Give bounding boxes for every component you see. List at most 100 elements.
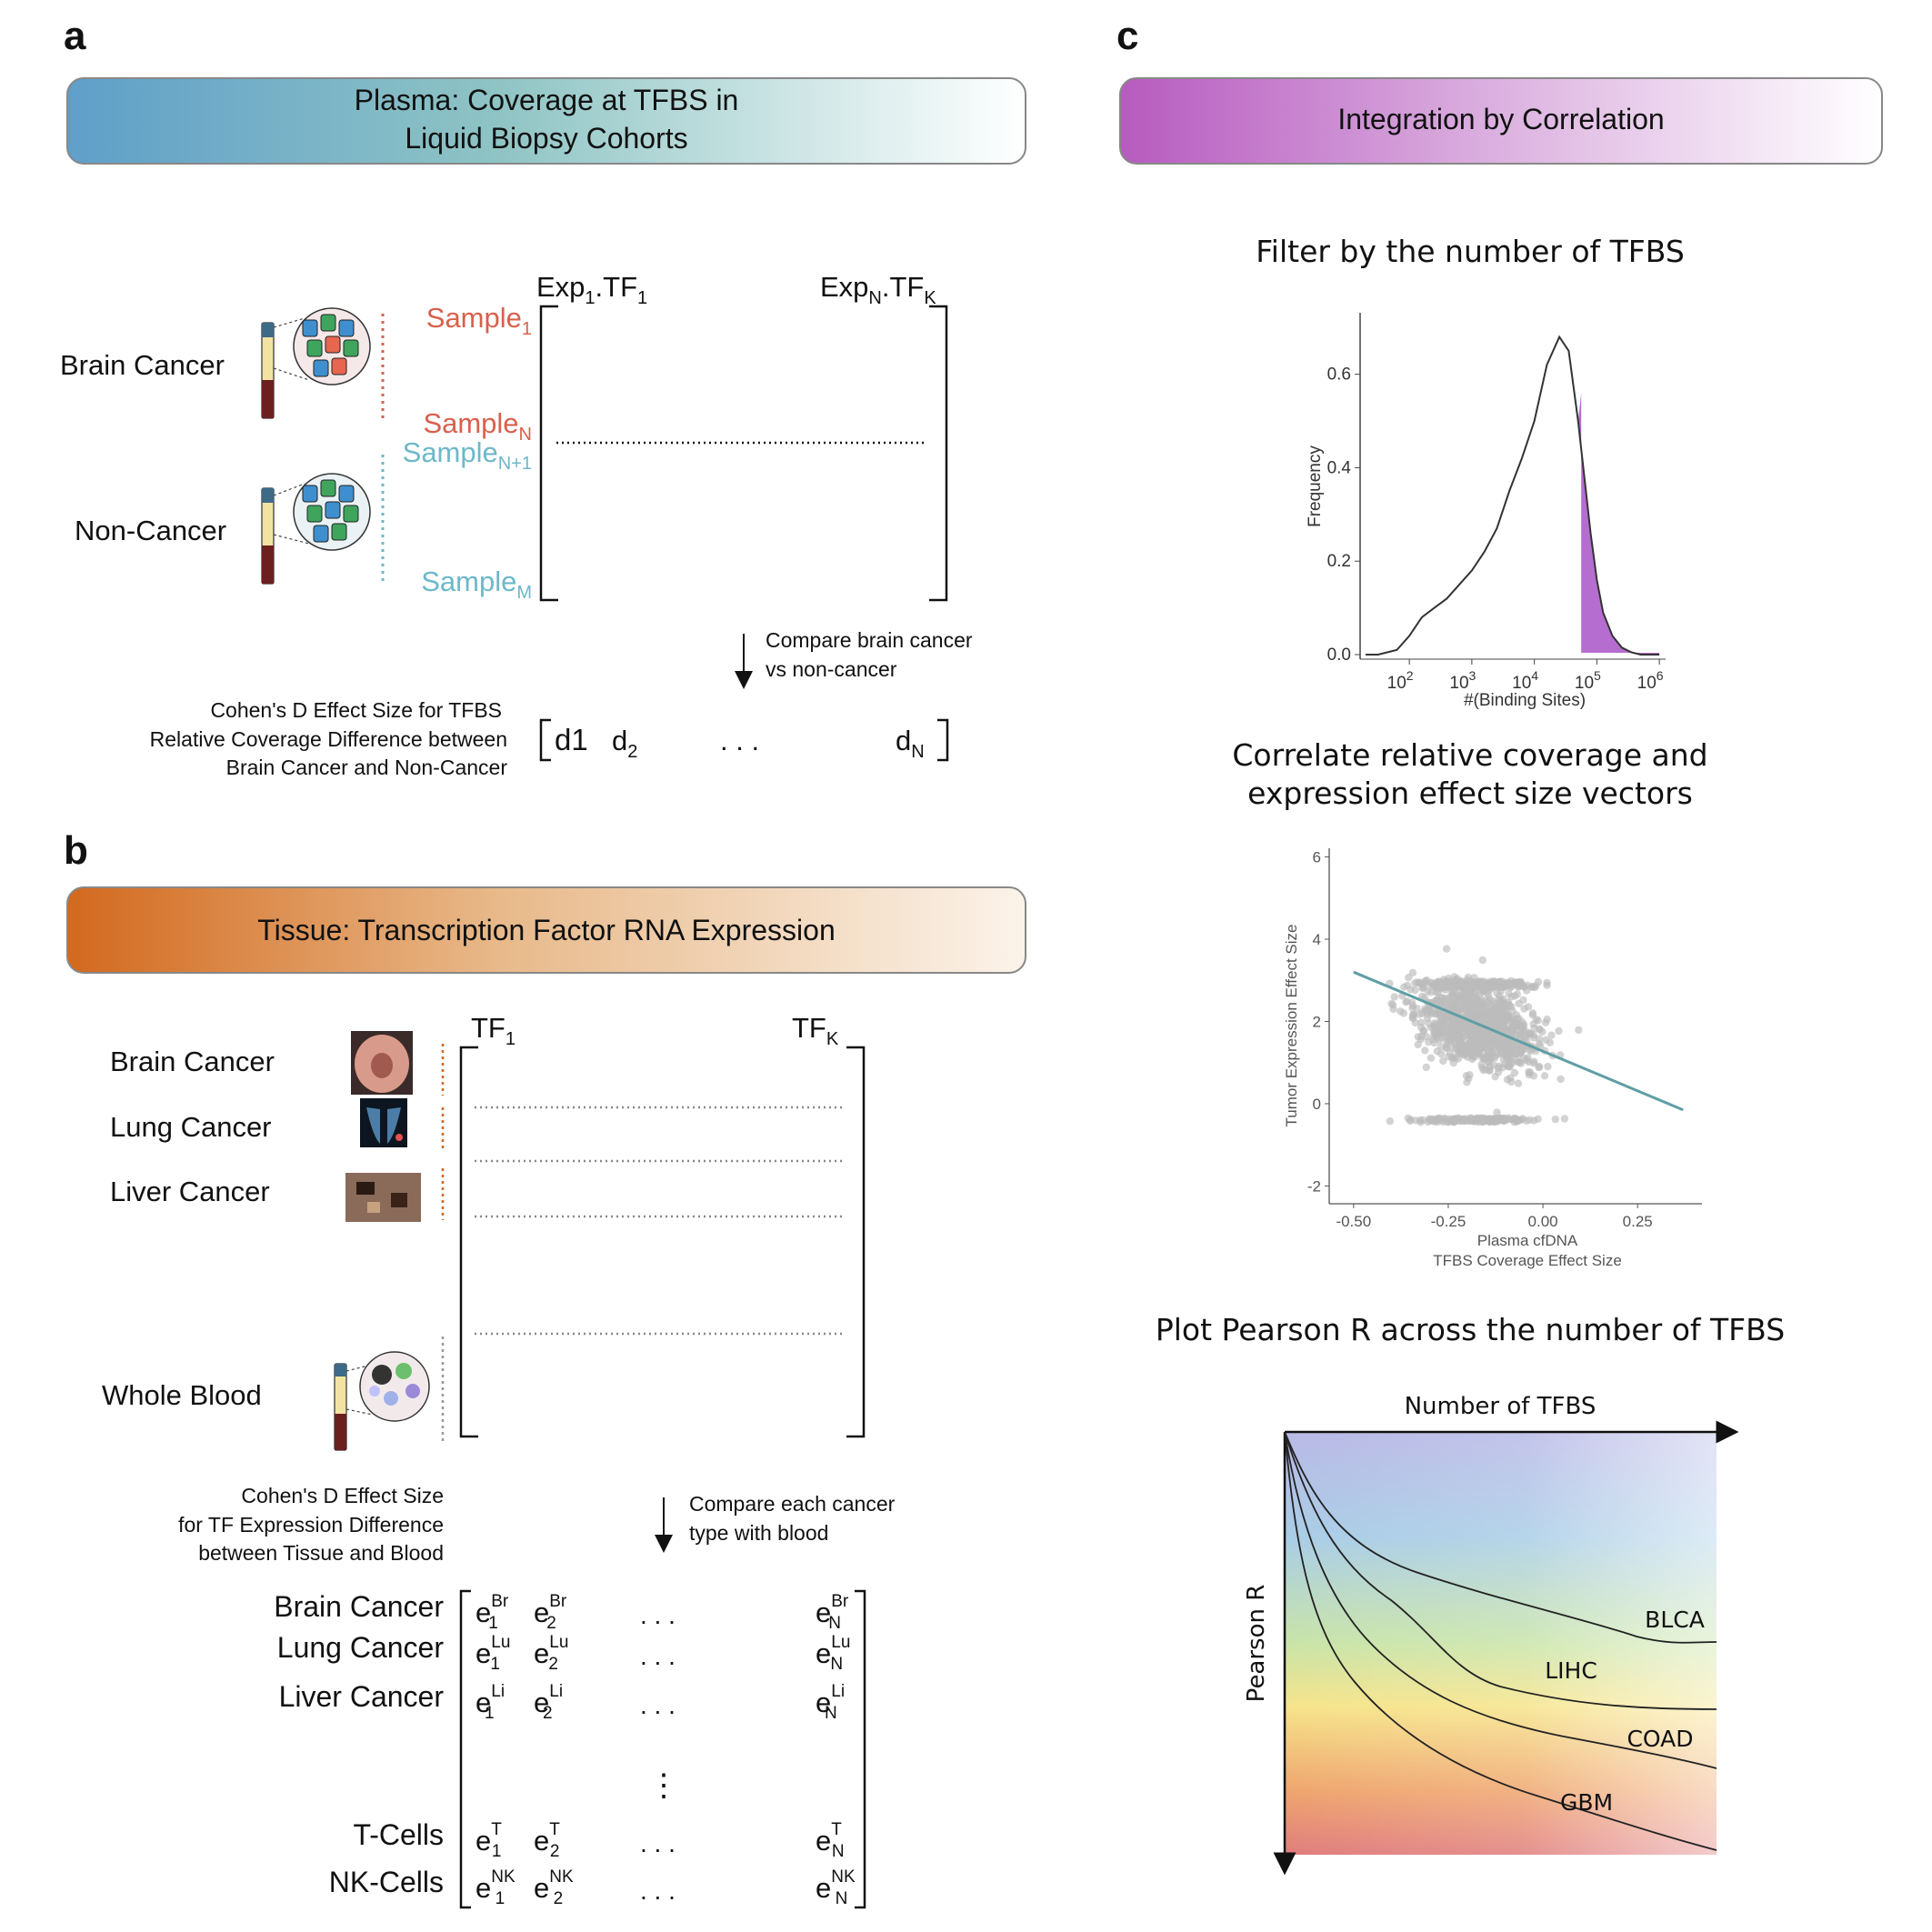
scatter-point — [1470, 1025, 1478, 1033]
scatter-point — [1399, 1009, 1408, 1017]
panel-c: c Integration by Correlation Filter by t… — [1116, 14, 1883, 1876]
scatter-point — [1421, 1006, 1430, 1016]
scatter-point — [1450, 1116, 1458, 1124]
expr-entry: eLu 1 — [475, 1633, 510, 1674]
pearson-curve — [1284, 1431, 1717, 1769]
expr-row-label: Liver Cancer — [279, 1680, 445, 1713]
density-y-tick-label: 0.6 — [1327, 365, 1351, 385]
scatter-x-tick-label: -0.50 — [1336, 1213, 1371, 1230]
scatter-point — [1425, 1019, 1433, 1027]
scatter-point — [1389, 1005, 1397, 1014]
scatter-point — [1425, 1037, 1433, 1046]
scatter-point — [1455, 1029, 1463, 1037]
panel-letter-b: b — [64, 828, 88, 873]
scatter-point — [1405, 974, 1413, 982]
scatter-point — [1490, 1036, 1498, 1045]
scatter-point — [1522, 1116, 1531, 1126]
sample-label-n-plus-1: SampleN+1 — [403, 436, 532, 474]
pearson-x-label: Number of TFBS — [1405, 1393, 1597, 1420]
column-header-last: ExpN.TFK — [820, 271, 936, 308]
vector-entry-d2: d2 — [612, 725, 637, 762]
density-y-tick-label: 0.2 — [1327, 552, 1351, 571]
blood-cells-zoom-icon — [359, 1351, 430, 1422]
expr-row-dots: . . . — [640, 1829, 676, 1857]
scatter-point — [1551, 1115, 1560, 1124]
expr-row-label: Brain Cancer — [274, 1590, 444, 1623]
expr-entry: eLi N — [816, 1682, 845, 1723]
tissue-label-brain: Brain Cancer — [110, 1046, 275, 1077]
scatter-point — [1403, 997, 1411, 1006]
scatter-y-label: Tumor Expression Effect Size — [1283, 925, 1300, 1127]
scatter-x-tick-label: 0.00 — [1528, 1213, 1558, 1230]
scatter-point — [1491, 1073, 1499, 1081]
density-x-tick-label: 105 — [1575, 668, 1601, 693]
scatter-point — [1421, 1046, 1429, 1055]
scatter-point — [1477, 1006, 1485, 1015]
scatter-point — [1507, 1003, 1516, 1011]
scatter-point — [1514, 1116, 1522, 1125]
expression-matrix-rows: Brain Cancer eBr 1 eBr 2 eBr N . . . Lung Cancer… — [274, 1590, 856, 1908]
expr-row-label: T-Cells — [353, 1818, 444, 1851]
scatter-point — [1417, 1018, 1426, 1026]
scatter-point — [1432, 984, 1441, 992]
scatter-point — [1443, 983, 1451, 991]
expr-row-dots: . . . — [640, 1691, 676, 1719]
scatter-point — [1506, 1115, 1514, 1124]
expr-entry: eT 2 — [534, 1820, 560, 1861]
effect-label-a-3: Brain Cancer and Non-Cancer — [226, 756, 508, 779]
density-y-tick-label: 0.0 — [1327, 646, 1351, 665]
scatter-point — [1503, 1076, 1512, 1084]
expr-entry: eNK 1 — [475, 1867, 516, 1908]
scatter-point — [1421, 977, 1429, 986]
scatter-point — [1530, 1116, 1538, 1125]
scatter-point — [1418, 984, 1427, 993]
scatter-point — [1467, 982, 1475, 991]
scatter-point — [1408, 1014, 1416, 1022]
density-x-label: #(Binding Sites) — [1464, 691, 1586, 710]
expr-matrix-bracket-right — [855, 1589, 866, 1909]
scatter-point — [1403, 981, 1412, 990]
scatter-point — [1520, 1005, 1528, 1013]
scatter-point — [1458, 1021, 1467, 1030]
tissue-label-blood: Whole Blood — [102, 1379, 262, 1411]
scatter-point — [1528, 1009, 1537, 1017]
scatter-point — [1525, 1067, 1533, 1076]
scatter-point — [1505, 1057, 1513, 1066]
banner-c-text: Integration by Correlation — [1337, 103, 1664, 135]
expr-entry: eLu N — [816, 1633, 850, 1674]
sample-label-n: SampleN — [423, 407, 532, 445]
scatter-point — [1516, 1031, 1524, 1039]
density-x-tick-label: 102 — [1387, 668, 1414, 693]
scatter-point — [1418, 992, 1426, 1001]
scatter-point — [1429, 1032, 1438, 1040]
scatter-point — [1517, 1049, 1525, 1057]
scatter-point — [1497, 998, 1506, 1007]
pearson-curve — [1284, 1431, 1717, 1851]
pearson-series-label: GBM — [1560, 1789, 1613, 1816]
scatter-point — [1439, 1056, 1447, 1066]
scatter-point — [1505, 1011, 1513, 1020]
nucleosome-zoom-icon — [293, 307, 371, 385]
density-y-label: Frequency — [1306, 445, 1325, 527]
scatter-y-tick-label: 4 — [1313, 931, 1321, 948]
blood-tube-icon — [261, 487, 275, 585]
scatter-point — [1431, 1020, 1439, 1029]
expr-row-dots: . . . — [640, 1642, 676, 1670]
scatter-point — [1523, 986, 1531, 995]
column-header-tfk: TFK — [792, 1012, 839, 1049]
panel-b: b Tissue: Transcription Factor RNA Expre… — [64, 828, 1026, 1909]
scatter-point — [1560, 1115, 1569, 1123]
banner-a — [66, 77, 1026, 165]
scatter-point — [1456, 1039, 1465, 1047]
scatter-point — [1515, 999, 1523, 1008]
scatter-point — [1432, 1117, 1440, 1126]
group-label-non-cancer: Non-Cancer — [75, 515, 226, 546]
panel-letter-a: a — [64, 14, 86, 58]
group-label-brain-cancer: Brain Cancer — [60, 349, 225, 381]
scatter-point — [1430, 1038, 1438, 1047]
scatter-point — [1523, 1056, 1531, 1065]
scatter-point — [1514, 1079, 1523, 1087]
scatter-point — [1517, 1059, 1526, 1067]
scatter-point — [1413, 1005, 1421, 1013]
scatter-point — [1544, 1062, 1552, 1071]
